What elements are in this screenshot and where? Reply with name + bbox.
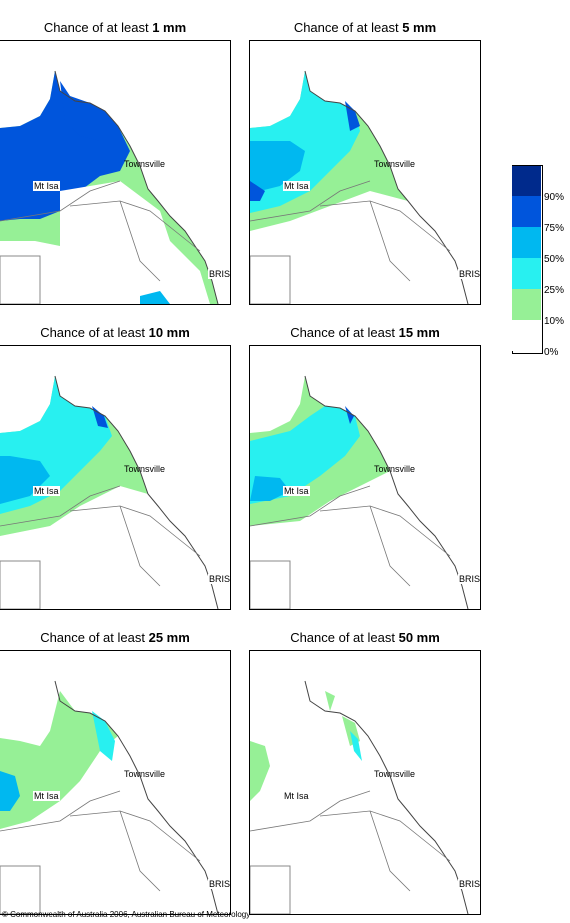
map-panel-25mm: Townsville Mt Isa BRIS [0,650,231,915]
panel-title-15mm: Chance of at least 15 mm [290,325,440,340]
label-bris: BRIS [208,879,231,889]
label-mt-isa: Mt Isa [283,791,310,801]
map-5mm-graphic [250,70,469,304]
label-mt-isa: Mt Isa [283,181,310,191]
panel-title-25mm: Chance of at least 25 mm [40,630,190,645]
panel-title-1mm: Chance of at least 1 mm [43,20,187,35]
label-mt-isa: Mt Isa [33,791,60,801]
label-bris: BRIS [208,574,231,584]
label-townsville: Townsville [124,769,166,779]
label-townsville: Townsville [124,464,166,474]
label-townsville: Townsville [374,464,416,474]
legend-swatch-10 [512,289,541,320]
legend-swatch-90 [512,166,541,196]
panel-title-10mm: Chance of at least 10 mm [40,325,190,340]
map-25mm-graphic [0,680,219,914]
label-townsville: Townsville [374,159,416,169]
legend-label-25: 25% [544,285,565,296]
map-15mm-graphic [250,375,469,609]
label-mt-isa: Mt Isa [33,181,60,191]
legend-label-75: 75% [544,223,565,234]
panel-title-50mm: Chance of at least 50 mm [290,630,440,645]
map-panel-15mm: Townsville Mt Isa BRIS [249,345,481,610]
map-10mm-graphic [0,375,219,609]
map-panel-50mm: Townsville Mt Isa BRIS [249,650,481,915]
label-bris: BRIS [458,574,481,584]
panel-title-5mm: Chance of at least 5 mm [293,20,437,35]
map-panel-1mm: Townsville Mt Isa BRIS [0,40,231,305]
map-50mm-graphic [250,680,469,914]
legend-label-50: 50% [544,254,565,265]
copyright-notice: © Commonwealth of Australia 2006, Austra… [2,910,251,919]
legend-swatch-25 [512,258,541,289]
label-bris: BRIS [458,879,481,889]
map-1mm-graphic [0,41,230,304]
label-townsville: Townsville [374,769,416,779]
legend-label-0: 0% [544,347,559,358]
label-bris: BRIS [208,269,231,279]
map-panel-10mm: Townsville Mt Isa BRIS [0,345,231,610]
legend-label-10: 10% [544,316,565,327]
label-bris: BRIS [458,269,481,279]
legend-swatch-0 [512,320,541,351]
label-mt-isa: Mt Isa [283,486,310,496]
label-townsville: Townsville [124,159,166,169]
map-panel-5mm: Townsville Mt Isa BRIS [249,40,481,305]
legend-swatch-75 [512,196,541,227]
legend-label-90: 90% [544,192,565,203]
legend-swatch-50 [512,227,541,258]
label-mt-isa: Mt Isa [33,486,60,496]
